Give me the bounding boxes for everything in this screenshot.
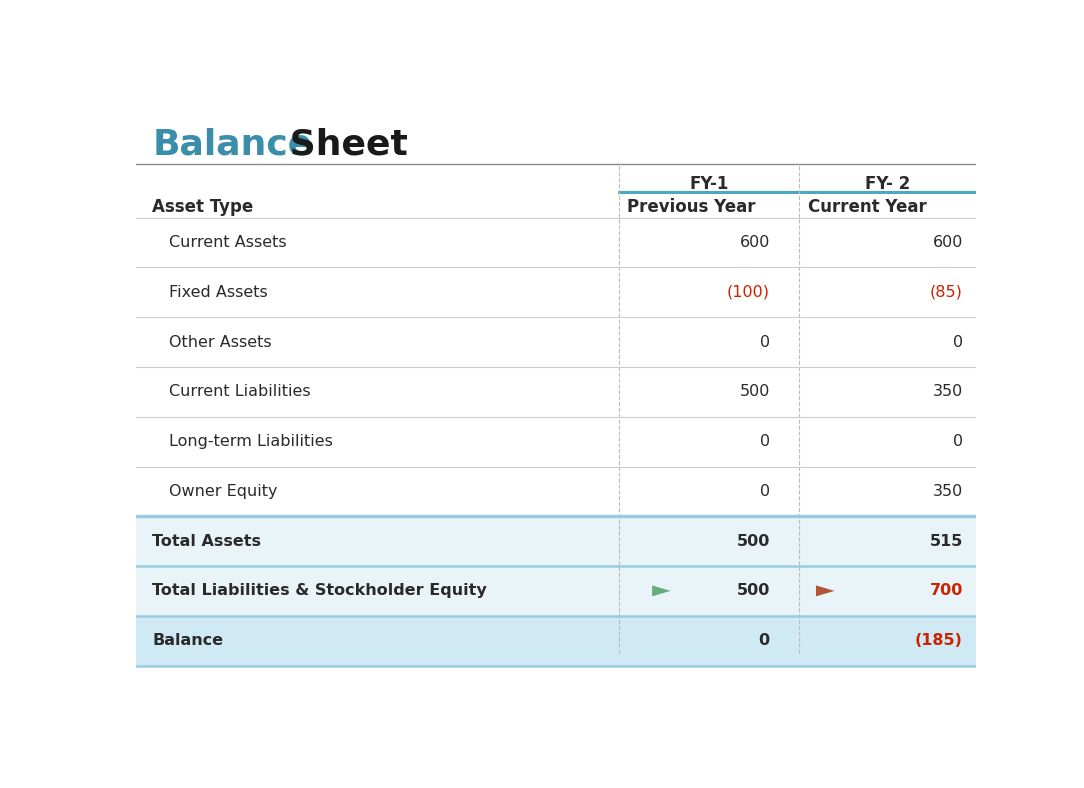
Text: Current Liabilities: Current Liabilities [169,385,311,400]
Text: Sheet: Sheet [276,128,408,162]
Text: 0: 0 [760,434,770,449]
Text: Balance: Balance [152,633,223,649]
Text: 350: 350 [932,385,963,400]
Bar [136,615,976,666]
Text: Balance: Balance [152,128,312,162]
Text: 0: 0 [760,335,770,350]
Text: 0: 0 [759,633,770,649]
Text: 600: 600 [739,235,770,250]
Text: (185): (185) [915,633,963,649]
Polygon shape [816,585,835,597]
Text: 500: 500 [739,385,770,400]
Text: FY-1: FY-1 [689,175,728,192]
Text: 500: 500 [736,533,770,548]
Text: Total Liabilities & Stockholder Equity: Total Liabilities & Stockholder Equity [152,583,487,598]
Text: 600: 600 [932,235,963,250]
Text: Owner Equity: Owner Equity [169,484,278,499]
Text: (100): (100) [726,285,770,300]
Text: Long-term Liabilities: Long-term Liabilities [169,434,333,449]
Text: 515: 515 [930,533,963,548]
Text: Other Assets: Other Assets [169,335,272,350]
Text: 350: 350 [932,484,963,499]
Text: Total Assets: Total Assets [152,533,261,548]
Text: (85): (85) [930,285,963,300]
Text: 0: 0 [953,335,963,350]
Text: Previous Year: Previous Year [627,198,756,216]
Text: 0: 0 [760,484,770,499]
Text: 500: 500 [736,583,770,598]
Text: 0: 0 [953,434,963,449]
Text: Asset Type: Asset Type [152,198,254,216]
Polygon shape [653,585,671,597]
Bar [136,516,976,566]
Text: FY- 2: FY- 2 [865,175,909,192]
Text: Current Assets: Current Assets [169,235,287,250]
Text: Current Year: Current Year [808,198,927,216]
Text: 700: 700 [930,583,963,598]
Bar [136,566,976,615]
Text: Fixed Assets: Fixed Assets [169,285,268,300]
